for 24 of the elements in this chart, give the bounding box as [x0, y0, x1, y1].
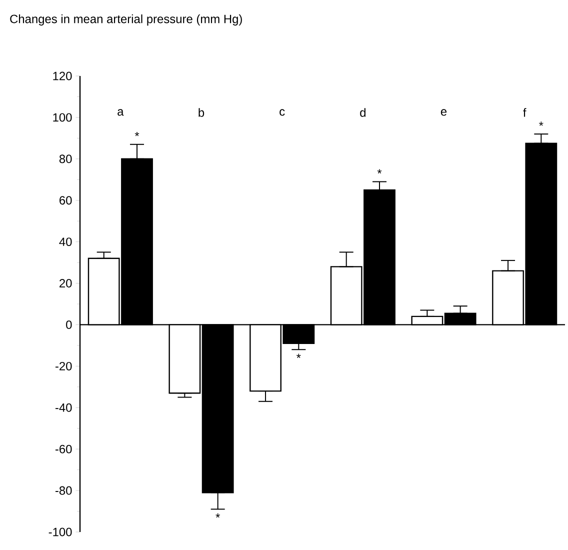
annotation: *: [134, 132, 140, 136]
y-tick-label: -20: [55, 362, 72, 370]
y-tick-label: -80: [55, 486, 72, 495]
y-tick-label: 40: [59, 238, 72, 246]
x-tick-label: f: [523, 108, 526, 117]
y-tick-label: 100: [53, 113, 72, 122]
annotation: *: [377, 169, 382, 174]
x-tick-label: e: [440, 109, 447, 116]
annotation: *: [539, 122, 544, 126]
y-tick-label: 20: [60, 279, 72, 288]
annotation: *: [216, 513, 220, 518]
y-tick-label: -100: [48, 528, 72, 536]
x-tick-label: c: [280, 109, 285, 116]
x-tick-label: d: [360, 108, 366, 117]
y-tick-label: -40: [55, 403, 72, 412]
x-tick-label: a: [118, 109, 124, 116]
y-tick-label: -60: [55, 444, 72, 454]
annotation: *: [296, 354, 301, 358]
y-tick-label: 120: [53, 72, 72, 80]
chart-title: Changes in mean arterial pressure (mm Hg): [10, 14, 242, 26]
y-tick-label: 0: [66, 320, 72, 329]
y-tick-label: 80: [59, 154, 72, 164]
y-tick-label: 60: [60, 196, 72, 205]
x-tick-label: b: [198, 108, 204, 117]
